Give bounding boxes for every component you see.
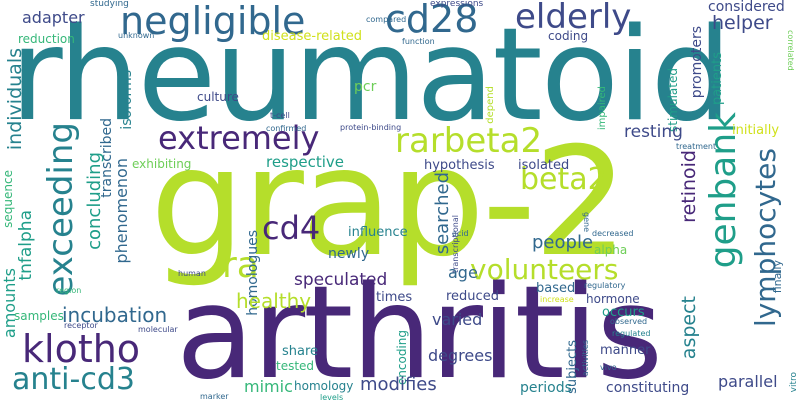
word: extremely — [158, 119, 320, 157]
word: rheumatoid — [10, 1, 732, 150]
word: times — [376, 290, 413, 305]
word: tested — [276, 359, 315, 373]
word: respective — [266, 153, 345, 171]
word: incubation — [62, 303, 168, 327]
word: resting — [624, 122, 683, 142]
word: considered — [708, 0, 785, 15]
word: newly — [328, 246, 370, 262]
word: lymphocytes — [749, 148, 782, 328]
word: adapter — [22, 8, 85, 27]
word: function — [402, 37, 435, 46]
word: amounts — [0, 268, 19, 339]
word: arthritis — [176, 259, 663, 404]
word: modifies — [360, 374, 437, 395]
word: confirmed — [266, 124, 307, 133]
word: patients — [710, 52, 725, 106]
word: disease-related — [262, 29, 363, 44]
word: age — [448, 263, 478, 282]
word: gene — [582, 212, 591, 232]
word: parallel — [718, 372, 778, 391]
word: expressions — [430, 0, 484, 9]
word: influence — [348, 225, 408, 240]
word: exhibiting — [132, 157, 192, 171]
word: individuals — [4, 48, 26, 151]
word: degrees — [428, 346, 493, 365]
word: unknown — [118, 31, 155, 40]
word: finally — [771, 260, 784, 294]
word: cd28 — [385, 0, 479, 41]
word: negligible — [120, 0, 306, 43]
word: coding — [548, 29, 589, 43]
word: initially — [732, 123, 780, 138]
word: depend — [485, 86, 496, 124]
word: concluding — [84, 152, 105, 250]
word: beta2 — [520, 162, 607, 197]
word: phenomenon — [112, 158, 131, 264]
word: ra — [222, 245, 259, 286]
word: hypothesis — [424, 158, 495, 173]
word: searched — [432, 172, 453, 255]
word: isolated — [518, 158, 570, 173]
word: exceeding — [41, 122, 81, 297]
word: culture — [197, 90, 239, 104]
word: constituting — [606, 380, 690, 396]
word: reduction — [18, 32, 75, 46]
word: regulatory — [584, 281, 626, 290]
word: protein-binding — [340, 123, 402, 132]
word: klotho — [22, 327, 141, 371]
word: decreased — [592, 229, 634, 238]
word: t-cell — [270, 111, 290, 120]
word: alpha — [594, 243, 628, 257]
word: activities — [581, 340, 590, 377]
word: people — [532, 232, 594, 253]
word: aspect — [678, 296, 700, 360]
word: healthy — [236, 289, 312, 313]
word: periods — [520, 380, 572, 396]
word: occurs — [602, 305, 645, 320]
word: regulated — [612, 329, 651, 338]
word: anti-cd3 — [12, 362, 135, 397]
word: share — [282, 344, 319, 359]
word: reduced — [446, 289, 499, 304]
word: levels — [320, 393, 344, 402]
word: vivo — [600, 363, 617, 372]
word: homology — [294, 379, 354, 393]
word: increase — [540, 295, 574, 304]
word: manner — [600, 343, 651, 358]
word: marker — [200, 392, 229, 401]
word: sequence — [1, 170, 15, 228]
word: vitro — [789, 372, 799, 393]
word: rarbeta2 — [395, 121, 543, 161]
word: human — [178, 269, 206, 278]
word: cd4 — [262, 209, 321, 247]
word: compared — [366, 15, 407, 24]
word: region — [56, 286, 82, 295]
word: promoters — [689, 26, 705, 99]
word: based — [536, 281, 576, 296]
word: observed — [610, 317, 648, 326]
word: treatment — [676, 142, 717, 151]
word: elderly — [515, 0, 632, 37]
word: grap-2 — [150, 116, 629, 290]
word: speculated — [294, 270, 388, 290]
word: molecular — [138, 325, 178, 334]
word: retinoid — [678, 150, 700, 223]
word: helper — [712, 12, 773, 34]
word: varied — [432, 310, 483, 329]
word: acid — [452, 229, 469, 238]
word: hormone — [586, 292, 640, 306]
word: pcr — [354, 79, 377, 95]
word: isoforms — [119, 70, 135, 130]
word: impaired — [597, 86, 608, 131]
word: studying — [90, 0, 129, 9]
word: mimic — [244, 377, 293, 396]
word: samples — [14, 309, 64, 323]
word: receptor — [64, 321, 98, 330]
word: tnfalpha — [16, 210, 36, 281]
word: correlated — [786, 30, 795, 71]
word: volunteers — [470, 253, 619, 286]
